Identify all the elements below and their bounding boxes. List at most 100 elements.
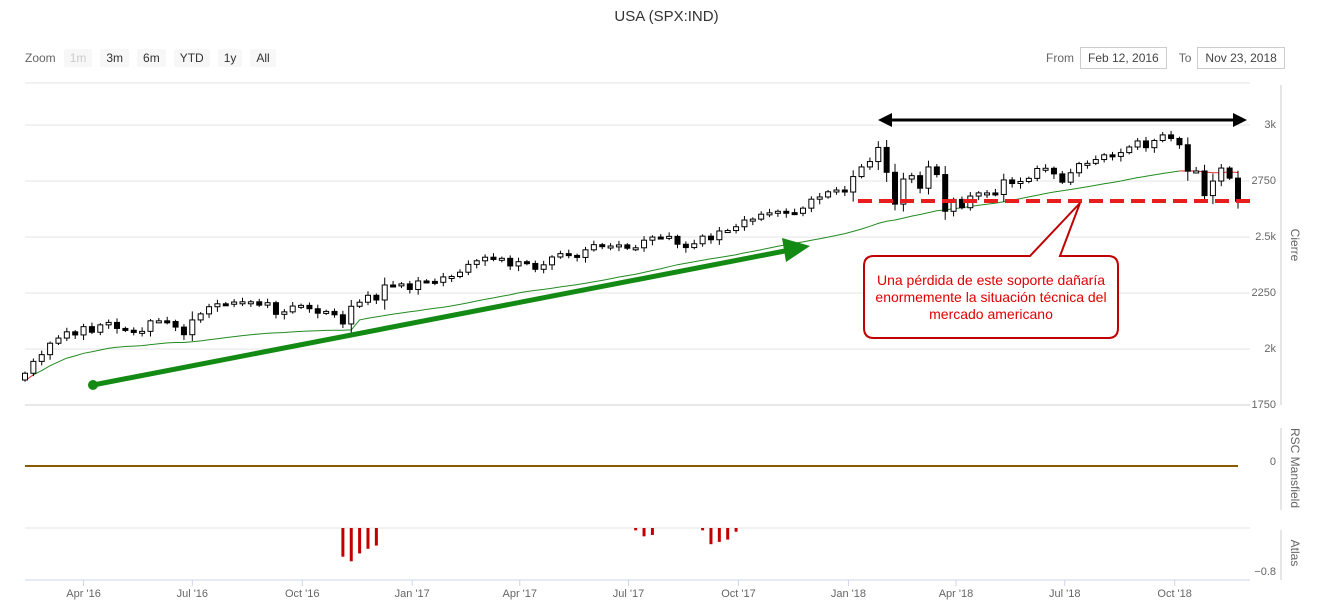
- candle: [958, 196, 965, 210]
- candle: [607, 243, 614, 251]
- candle: [866, 157, 873, 170]
- candle: [331, 308, 338, 318]
- candle-body: [423, 280, 430, 284]
- candle: [925, 160, 932, 195]
- from-label: From: [1046, 51, 1074, 65]
- candle: [1109, 151, 1116, 161]
- candle-body: [733, 226, 740, 232]
- candle-body: [1067, 172, 1074, 183]
- candle: [1168, 130, 1175, 142]
- candle: [440, 272, 447, 287]
- candle-body: [866, 161, 873, 168]
- zoom-controls: Zoom 1m 3m 6m YTD 1y All: [25, 48, 284, 68]
- atlas-axis-title: Atlas: [1288, 540, 1302, 567]
- candle: [172, 319, 179, 332]
- callout-text: Una pérdida de este soporte dañaría enor…: [875, 271, 1107, 322]
- candle: [1042, 164, 1049, 173]
- to-date-input[interactable]: Nov 23, 2018: [1197, 47, 1285, 69]
- atlas-bar: [341, 528, 345, 557]
- candle-body: [1117, 152, 1124, 157]
- candle: [599, 242, 606, 250]
- candle: [1184, 137, 1191, 181]
- candle: [448, 274, 455, 283]
- candle-body: [799, 207, 806, 214]
- candle-body: [323, 310, 330, 314]
- candle-body: [339, 314, 346, 325]
- candle-body: [239, 301, 246, 305]
- candle: [724, 228, 731, 234]
- candle: [1226, 166, 1233, 180]
- from-date-input[interactable]: Feb 12, 2016: [1080, 47, 1167, 69]
- candle: [733, 223, 740, 234]
- candle-body: [189, 319, 196, 336]
- candle: [1209, 173, 1216, 205]
- zoom-3m-button[interactable]: 3m: [100, 49, 130, 67]
- candle: [682, 241, 689, 253]
- candle-body: [114, 321, 121, 329]
- candle-body: [281, 311, 288, 315]
- date-range-selector: From Feb 12, 2016 To Nov 23, 2018: [1046, 47, 1285, 69]
- candle-body: [565, 253, 572, 257]
- trend-arrow-start: [88, 380, 98, 390]
- candle: [1101, 153, 1108, 163]
- candle-body: [1042, 167, 1049, 171]
- candle: [1084, 160, 1091, 169]
- candle-body: [783, 210, 790, 214]
- candle-body: [691, 243, 698, 249]
- candle-body: [364, 294, 371, 303]
- candle-body: [883, 146, 890, 173]
- candle-body: [1142, 140, 1149, 149]
- candle: [381, 277, 388, 310]
- y-axis: 1750 2k 2250 2.5k 2750 3k Cierre: [1252, 85, 1302, 411]
- zoom-1y-button[interactable]: 1y: [217, 49, 243, 67]
- candle: [758, 211, 765, 221]
- zoom-6m-button[interactable]: 6m: [137, 49, 166, 67]
- candle: [38, 350, 45, 366]
- candle: [323, 309, 330, 315]
- candle-body: [1168, 134, 1175, 139]
- candle-body: [30, 360, 37, 374]
- x-tick-label: Jul '17: [613, 588, 644, 600]
- candle: [189, 311, 196, 341]
- candle: [1067, 168, 1074, 186]
- candle-body: [925, 166, 932, 189]
- candle-body: [917, 175, 924, 189]
- candle: [1092, 155, 1099, 166]
- candle: [364, 291, 371, 306]
- price-grid: [25, 82, 1250, 406]
- candle-body: [381, 284, 388, 301]
- candle-body: [348, 305, 355, 325]
- candle: [632, 244, 639, 252]
- candle-body: [264, 302, 271, 306]
- candle-body: [256, 301, 263, 306]
- candle: [523, 259, 530, 266]
- candle-body: [641, 239, 648, 249]
- candle: [406, 280, 413, 294]
- zoom-all-button[interactable]: All: [250, 49, 276, 67]
- candle: [833, 187, 840, 195]
- annotations: Una pérdida de este soporte dañaría enor…: [88, 113, 1250, 390]
- y-tick-label: 3k: [1264, 119, 1276, 131]
- candle-body: [699, 235, 706, 245]
- candle-body: [758, 213, 765, 220]
- candle-body: [649, 236, 656, 241]
- candle: [791, 208, 798, 216]
- candle-body: [398, 283, 405, 287]
- candle: [180, 324, 187, 340]
- atlas-bar: [734, 528, 738, 532]
- zoom-label: Zoom: [25, 51, 56, 65]
- candle-body: [1084, 162, 1091, 166]
- candle-body: [933, 166, 940, 176]
- candle: [55, 335, 62, 346]
- zoom-ytd-button[interactable]: YTD: [173, 49, 210, 67]
- zoom-1m-button[interactable]: 1m: [63, 49, 93, 67]
- x-tick-label: Oct '18: [1157, 588, 1192, 600]
- candle: [1025, 176, 1032, 184]
- candle-body: [816, 196, 823, 200]
- candle-body: [507, 257, 514, 267]
- candle-body: [523, 261, 530, 265]
- candle-body: [1159, 134, 1166, 142]
- candle: [114, 318, 121, 334]
- candle-body: [515, 261, 522, 267]
- candle-body: [88, 326, 95, 333]
